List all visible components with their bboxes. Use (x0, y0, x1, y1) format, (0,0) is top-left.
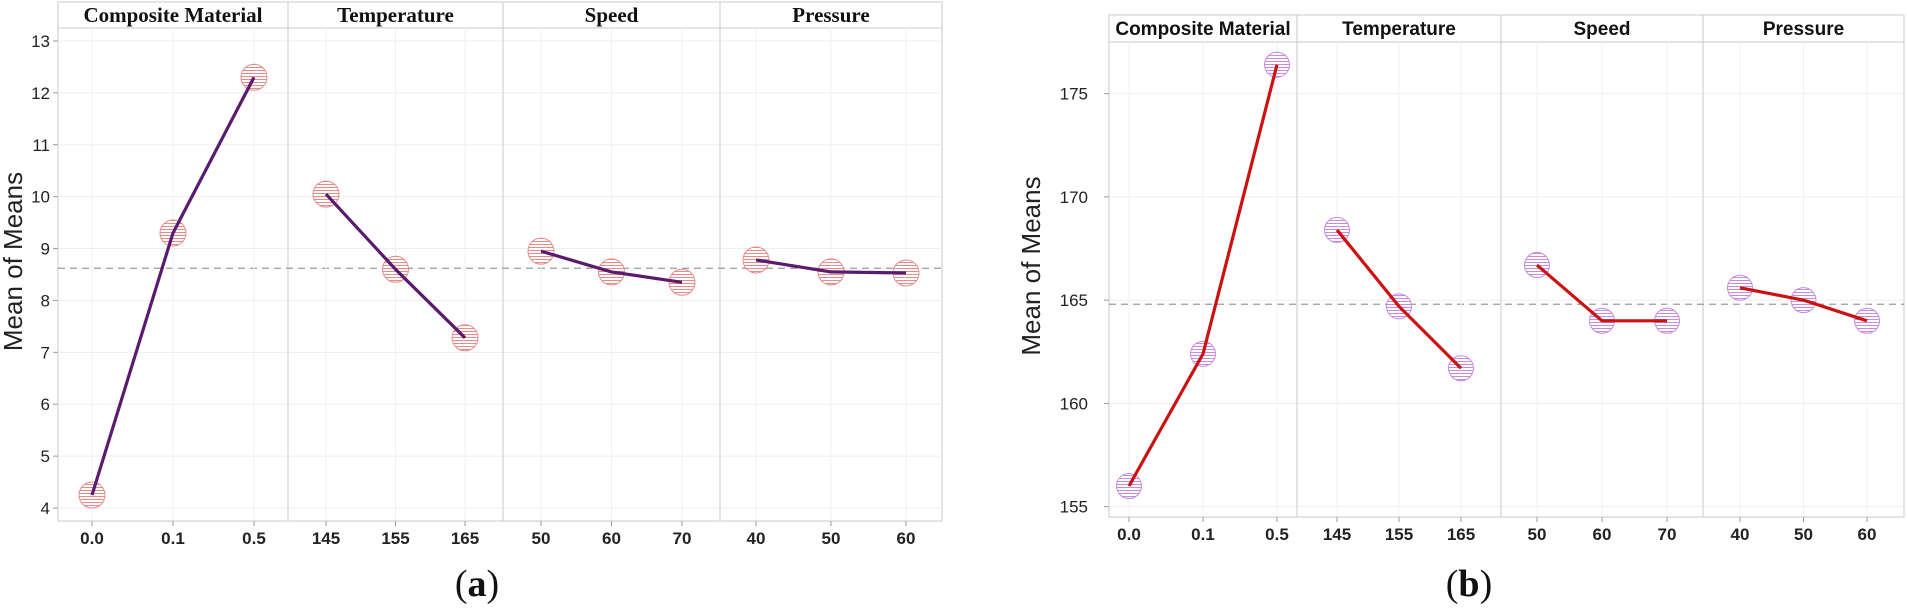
y-tick-label: 170 (1060, 188, 1088, 207)
x-tick-label: 50 (822, 529, 841, 548)
facet-title: Composite Material (1115, 19, 1290, 40)
y-tick-label: 4 (41, 499, 50, 518)
x-tick-label: 155 (381, 529, 409, 548)
x-tick-label: 50 (1528, 525, 1547, 544)
y-tick-label: 165 (1060, 291, 1088, 310)
x-tick-label: 0.1 (161, 529, 185, 548)
facet-title: Pressure (792, 3, 869, 27)
x-tick-label: 0.0 (80, 529, 104, 548)
x-tick-label: 0.1 (1191, 525, 1215, 544)
chart-panel-a: 4 5 6 7 8 9 10 11 12 13 Mean of Means Composite Mat… (0, 1, 943, 605)
series-line (755, 258, 907, 275)
panel-label: (a) (455, 563, 499, 605)
x-tick-label: 0.5 (242, 529, 266, 548)
x-tick-label: 155 (1385, 525, 1413, 544)
y-tick-label: 6 (41, 395, 50, 414)
x-tick-label: 70 (673, 529, 692, 548)
facet-title: Pressure (1763, 19, 1844, 40)
series-line (90, 76, 256, 496)
y-tick-label: 155 (1060, 498, 1088, 517)
x-tick-label: 0.0 (1117, 525, 1141, 544)
x-tick-label: 145 (1323, 525, 1351, 544)
y-tick-label: 8 (41, 291, 50, 310)
y-tick-label: 5 (41, 447, 50, 466)
y-tick-label: 175 (1060, 85, 1088, 104)
panel-label: (b) (1446, 563, 1492, 605)
x-tick-label: 60 (897, 529, 916, 548)
series-line (540, 249, 683, 284)
x-tick-label: 50 (532, 529, 551, 548)
y-tick-label: 9 (41, 240, 50, 259)
facet-title: Composite Material (83, 3, 262, 27)
chart-panel-b: 155 160 165 170 175 Mean of Means Composite Ma… (1016, 14, 1905, 605)
x-tick-label: 0.5 (1265, 525, 1289, 544)
series-line (1335, 228, 1463, 370)
series-line (1127, 64, 1279, 487)
facet-title: Speed (585, 3, 639, 27)
x-tick-label: 40 (747, 529, 766, 548)
x-tick-label: 165 (451, 529, 479, 548)
x-tick-label: 145 (312, 529, 340, 548)
facet-title: Temperature (337, 3, 454, 27)
x-tick-label: 60 (1593, 525, 1612, 544)
x-tick-label: 70 (1658, 525, 1677, 544)
y-tick-label: 12 (31, 84, 50, 103)
panel-label-letter: b (1458, 563, 1479, 605)
panel-label-letter: a (468, 563, 487, 605)
y-tick-label: 7 (41, 343, 50, 362)
x-tick-label: 50 (1794, 525, 1813, 544)
series-line (1535, 263, 1667, 323)
y-tick-label: 10 (31, 188, 50, 207)
y-tick-label: 11 (32, 136, 50, 155)
x-tick-label: 60 (602, 529, 621, 548)
y-tick-label: 160 (1060, 394, 1088, 413)
y-axis-title: Mean of Means (1016, 176, 1046, 355)
x-tick-label: 60 (1858, 525, 1877, 544)
series-line (324, 192, 467, 339)
series-line (1739, 286, 1868, 323)
x-tick-label: 40 (1731, 525, 1750, 544)
x-tick-label: 165 (1447, 525, 1475, 544)
plot-frame (57, 1, 943, 522)
facet-title: Temperature (1342, 19, 1456, 40)
y-axis-title: Mean of Means (0, 172, 28, 351)
plot-frame (1108, 14, 1905, 518)
facet-title: Speed (1573, 19, 1630, 40)
y-tick-label: 13 (31, 32, 50, 51)
